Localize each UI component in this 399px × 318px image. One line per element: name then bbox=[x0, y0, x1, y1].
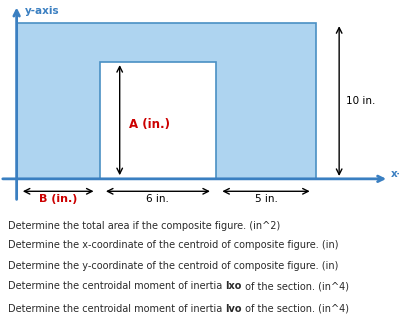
Text: of the section. (in^4): of the section. (in^4) bbox=[242, 304, 349, 314]
Text: Ivo: Ivo bbox=[225, 304, 242, 314]
Text: Ixo: Ixo bbox=[225, 281, 242, 291]
Text: A (in.): A (in.) bbox=[129, 118, 170, 131]
Text: Determine the centroidal moment of inertia: Determine the centroidal moment of inert… bbox=[8, 304, 225, 314]
Text: B (in.): B (in.) bbox=[39, 194, 77, 204]
Text: Determine the x-coordinate of the centroid of composite figure. (in): Determine the x-coordinate of the centro… bbox=[8, 240, 338, 250]
Text: Determine the centroidal moment of inertia: Determine the centroidal moment of inert… bbox=[8, 281, 225, 291]
Bar bbox=[17, 23, 316, 179]
Text: of the section. (in^4): of the section. (in^4) bbox=[242, 281, 349, 291]
Text: 5 in.: 5 in. bbox=[255, 194, 277, 204]
Text: 10 in.: 10 in. bbox=[346, 96, 375, 106]
Text: Determine the total area if the composite figure. (in^2): Determine the total area if the composit… bbox=[8, 221, 280, 231]
Text: Determine the y-coordinate of the centroid of composite figure. (in): Determine the y-coordinate of the centro… bbox=[8, 261, 338, 271]
Text: 6 in.: 6 in. bbox=[146, 194, 169, 204]
Text: x-axis: x-axis bbox=[391, 169, 399, 179]
Text: y-axis: y-axis bbox=[25, 6, 59, 16]
Bar bbox=[100, 62, 216, 179]
